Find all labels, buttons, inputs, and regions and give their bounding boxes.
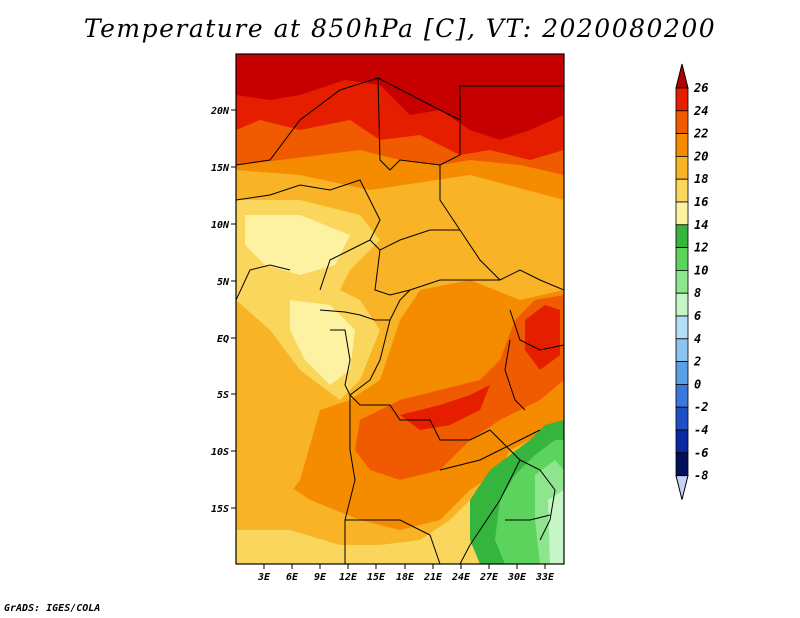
colorbar-segment	[675, 224, 689, 249]
colorbar-label: 14	[694, 218, 708, 232]
border-line	[345, 519, 441, 564]
border-line	[236, 179, 381, 291]
colorbar-segment	[675, 87, 689, 112]
field-se-6	[548, 490, 564, 564]
field-north-26	[236, 54, 564, 140]
lat-label: 15S	[211, 504, 229, 515]
colorbar-segment	[675, 429, 689, 454]
border-line	[439, 429, 541, 471]
colorbar-label: -4	[694, 423, 708, 437]
border-line	[504, 339, 526, 411]
colorbar-segment	[675, 133, 689, 157]
colorbar-segment	[675, 361, 689, 385]
border-line	[236, 264, 291, 301]
lon-label: 33E	[535, 572, 555, 583]
colorbar-label: 24	[693, 104, 708, 118]
map-frame	[235, 53, 565, 565]
colorbar-label: 20	[693, 149, 708, 163]
lon-label: 30E	[507, 572, 527, 583]
colorbar-label: 22	[693, 127, 708, 141]
colorbar-segment	[675, 155, 689, 180]
colorbar-label: 10	[694, 263, 708, 277]
colorbar-label: 18	[694, 172, 708, 186]
border-line	[519, 459, 556, 541]
border-line	[344, 395, 356, 564]
colorbar-segment	[675, 247, 689, 271]
temperature-field	[236, 54, 564, 564]
border-line	[377, 77, 461, 121]
colorbar-label: 0	[694, 377, 701, 391]
colorbar-segment	[675, 383, 689, 408]
colorbar-top-arrow	[675, 63, 689, 89]
footer-credit: GrADS: IGES/COLA	[4, 603, 101, 614]
field-central-24	[400, 385, 490, 430]
field-central-22	[355, 295, 564, 480]
colorbar-segment	[675, 338, 689, 362]
border-line	[330, 329, 351, 396]
lon-label: 3E	[257, 572, 271, 583]
border-line	[509, 309, 564, 351]
colorbar-label: -8	[694, 469, 708, 483]
colorbar-label: 2	[693, 355, 701, 369]
colorbar-label: 4	[694, 332, 701, 346]
border-line	[349, 394, 491, 441]
lat-label: 20N	[210, 106, 230, 117]
colorbar-label: -6	[694, 446, 708, 460]
border-line	[505, 514, 551, 521]
colorbar-label: -2	[694, 400, 708, 414]
colorbar-segment	[675, 406, 689, 431]
lat-label: 5S	[217, 390, 229, 401]
colorbar-segment	[675, 292, 689, 317]
colorbar-bottom-arrow	[675, 475, 689, 500]
border-line	[459, 429, 521, 564]
border-line	[349, 319, 391, 396]
colorbar-segment	[675, 452, 689, 476]
colorbar-segment	[675, 201, 689, 226]
lat-label: 10N	[211, 220, 230, 231]
border-line	[369, 229, 460, 251]
field-west-14	[245, 215, 350, 275]
lat-label: EQ	[217, 334, 229, 345]
colorbar-segment	[675, 269, 689, 294]
lon-label: 12E	[339, 572, 358, 583]
map-title: Temperature at 850hPa [C], VT: 202008020…	[83, 14, 717, 43]
lat-label: 10S	[211, 447, 229, 458]
border-line	[319, 289, 411, 321]
border-line	[439, 165, 564, 291]
lon-label: 6E	[286, 572, 299, 583]
colorbar-label: 12	[694, 241, 708, 255]
border-line	[236, 77, 564, 171]
colorbar-label: 8	[694, 286, 701, 300]
lon-label: 21E	[423, 572, 443, 583]
lat-label: 5N	[217, 277, 230, 288]
lon-label: 27E	[479, 572, 499, 583]
colorbar-label: 26	[693, 81, 708, 95]
colorbar-segment	[675, 178, 689, 203]
colorbar-label: 16	[694, 195, 708, 209]
lon-label: 24E	[451, 572, 471, 583]
colorbar-label: 6	[694, 309, 701, 323]
latitude-axis: 20N 15N 10N 5N EQ 5S 10S 15S	[210, 106, 236, 515]
lat-label: 15N	[211, 163, 230, 174]
colorbar-segment	[675, 110, 689, 135]
country-borders	[236, 77, 564, 564]
longitude-axis: 3E 6E 9E 12E 15E 18E 21E 24E 27E 30E 33E	[257, 564, 555, 583]
lon-label: 15E	[367, 572, 386, 583]
colorbar-segment	[675, 315, 689, 340]
field-east-24	[525, 305, 560, 370]
field-west-14b	[290, 300, 355, 385]
lon-label: 18E	[396, 572, 415, 583]
lon-label: 9E	[314, 572, 327, 583]
